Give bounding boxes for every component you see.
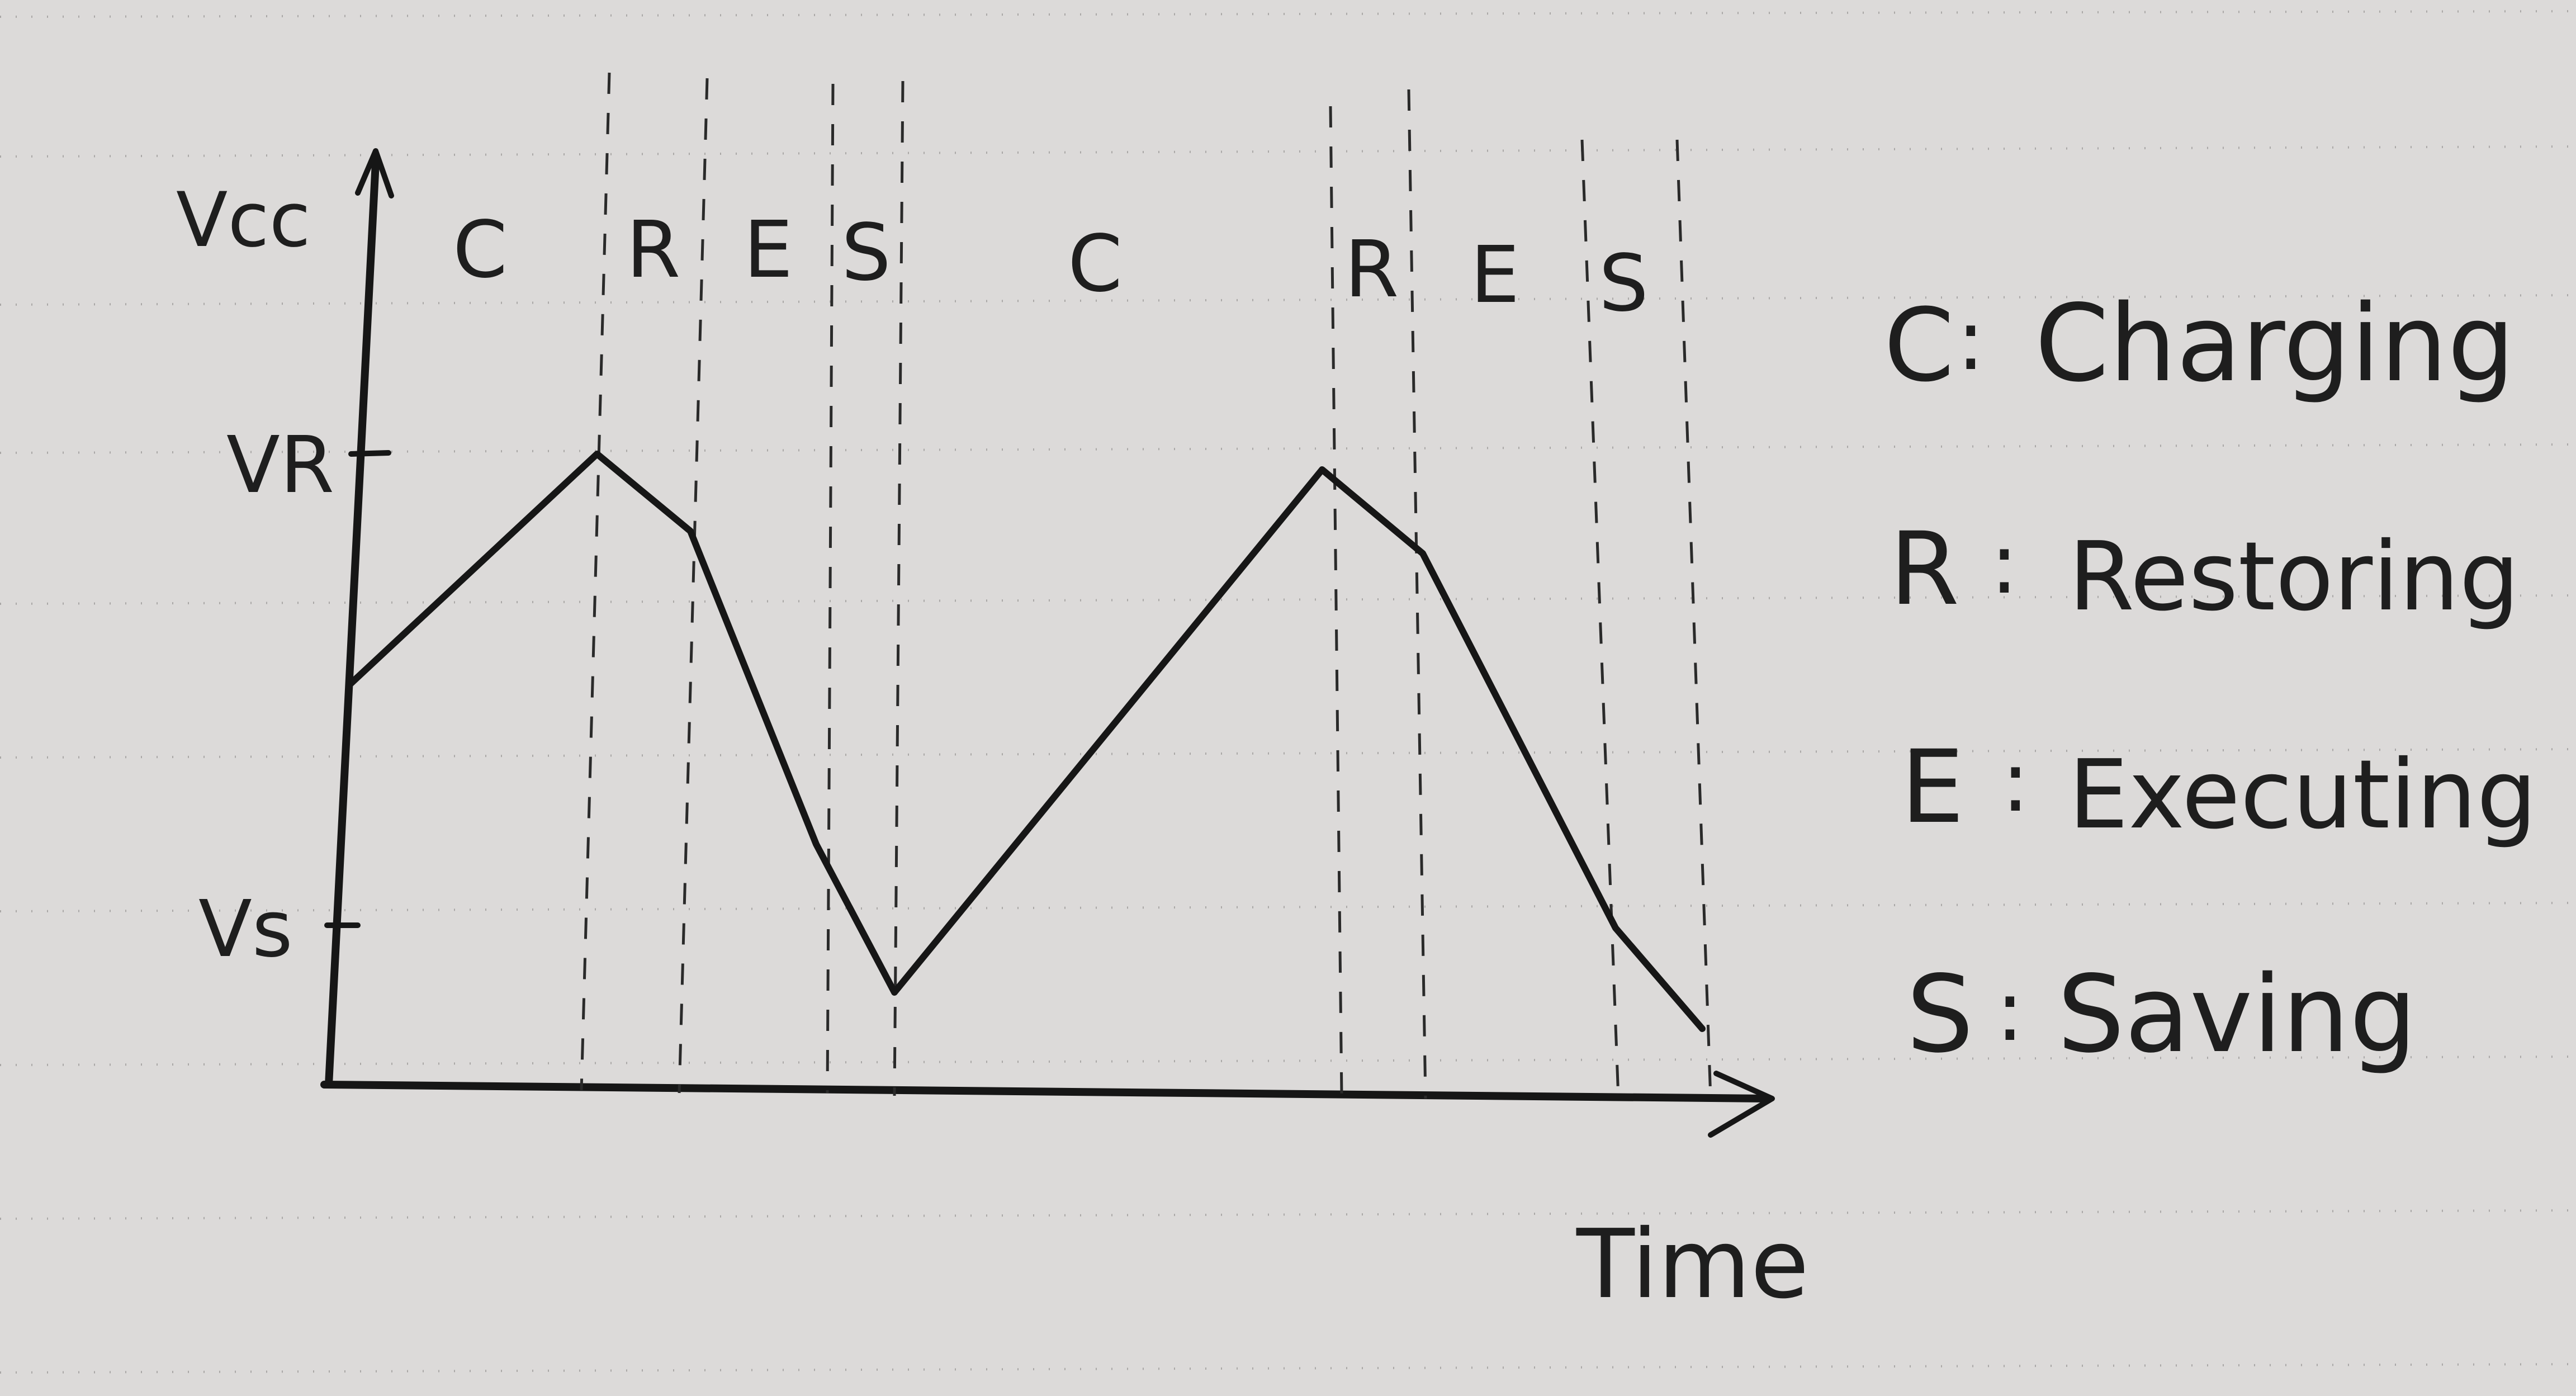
legend-text: Restoring xyxy=(2068,522,2520,632)
legend-separator: : xyxy=(2001,734,2030,831)
x-axis-line xyxy=(320,1081,1770,1102)
phase-separators xyxy=(580,72,1712,1099)
phase-label: R xyxy=(626,205,680,296)
voltage-curve xyxy=(346,451,1706,1032)
y-tick-vr xyxy=(348,450,391,457)
legend-item-executing: E : Executing xyxy=(1901,729,2537,850)
legend-key: E xyxy=(1901,729,1964,846)
legend-key: C xyxy=(1884,287,1954,404)
labels: Vcc VR Vs Time C R E S C R E S xyxy=(176,176,1809,1320)
legend-key: R xyxy=(1890,511,1959,628)
legend-text: Executing xyxy=(2068,740,2537,850)
y-tick-label-vr: VR xyxy=(226,420,334,511)
legend-text: Charging xyxy=(2035,282,2515,405)
y-axis-line xyxy=(325,158,380,1089)
legend-item-saving: S : Saving xyxy=(1906,953,2417,1076)
legend-item-restoring: R : Restoring xyxy=(1890,511,2520,632)
phase-label: R xyxy=(1344,224,1399,315)
phase-label: E xyxy=(1470,230,1519,321)
legend-separator: : xyxy=(1996,963,2024,1060)
legend-key: S xyxy=(1906,953,1974,1076)
phase-label: C xyxy=(453,205,508,296)
y-axis-arrowhead xyxy=(355,148,394,198)
x-axis-arrowhead xyxy=(1708,1071,1775,1138)
phase-label: E xyxy=(744,205,793,296)
y-tick-label-vs: Vs xyxy=(198,884,293,975)
phase-label: C xyxy=(1068,219,1123,310)
phase-label: S xyxy=(1599,238,1649,329)
legend-text: Saving xyxy=(2057,953,2417,1076)
phase-label: S xyxy=(841,207,891,299)
legend-separator: : xyxy=(1990,515,2019,613)
legend: C : Charging R : Restoring E : Executing… xyxy=(1884,282,2537,1076)
legend-item-charging: C : Charging xyxy=(1884,282,2515,405)
notebook-ruling xyxy=(0,10,2576,1374)
x-axis-label: Time xyxy=(1576,1209,1809,1320)
axes xyxy=(320,148,1775,1138)
legend-separator: : xyxy=(1957,292,1985,389)
y-axis-label: Vcc xyxy=(176,176,311,264)
